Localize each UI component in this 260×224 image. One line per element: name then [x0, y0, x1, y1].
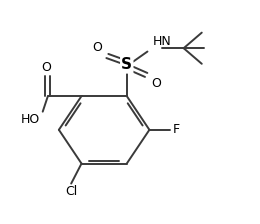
Text: HO: HO [21, 113, 40, 126]
Text: F: F [173, 123, 180, 136]
Text: O: O [42, 61, 51, 74]
Text: O: O [151, 77, 161, 90]
Text: S: S [121, 57, 132, 72]
Text: O: O [92, 41, 102, 54]
Text: Cl: Cl [65, 185, 77, 198]
Text: HN: HN [153, 35, 171, 48]
